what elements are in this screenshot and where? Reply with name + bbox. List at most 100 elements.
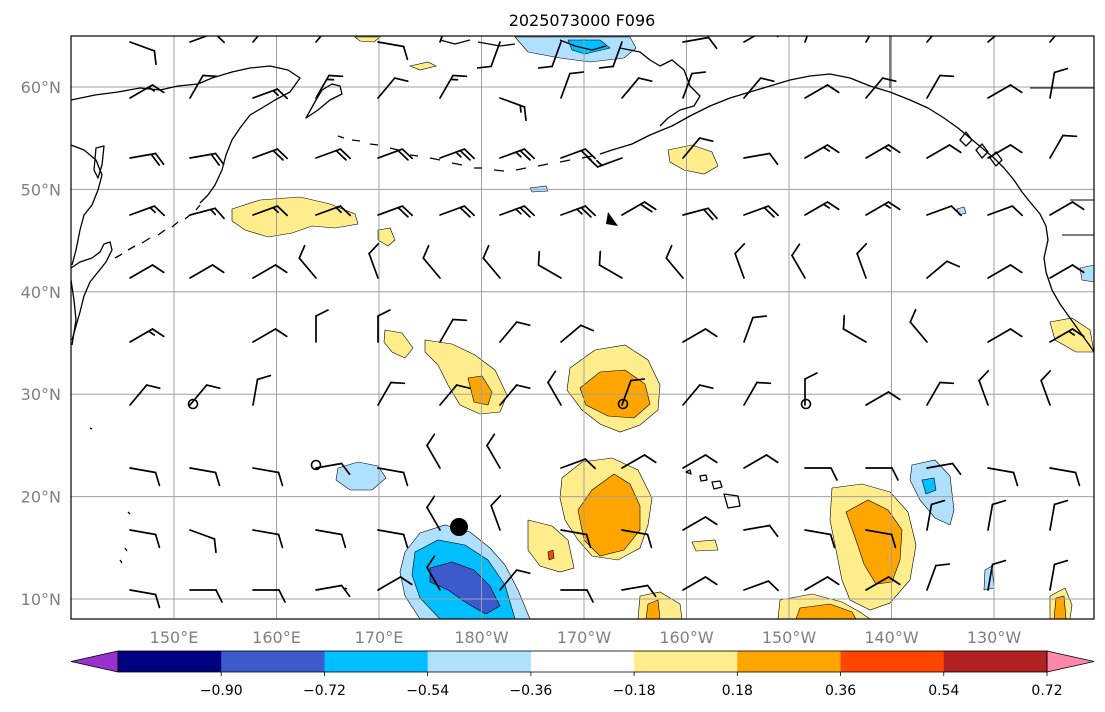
wind-barb [377,529,409,549]
lon-label: 170°W [557,628,612,647]
positive-anomaly-core [577,473,641,557]
wind-barb [926,260,961,279]
wind-barb [189,529,217,554]
positive-anomaly-core [795,603,857,619]
coastline-sakhalin [93,145,105,179]
colorbar-segment [118,651,222,672]
wind-barb [598,250,623,279]
wind-barb [1049,467,1081,487]
positive-anomaly-region [527,519,575,573]
wind-barb [909,308,928,343]
wind-barb [560,529,592,549]
wind-barb [486,433,501,469]
wind-barb [315,309,329,343]
colorbar-tick-label: −0.90 [200,683,243,699]
wind-barb [621,454,657,469]
wind-barb [978,369,990,406]
lat-label: 10°N [21,590,61,609]
colorbar-tick-label: 0.72 [1031,683,1062,699]
wind-barb [586,156,623,168]
wind-barb [926,205,963,217]
wind-barb [129,589,161,609]
wind-barb [298,244,317,279]
wind-barb [189,74,218,99]
colorbar-tick-label: 0.18 [722,683,753,699]
wind-barb [499,148,536,161]
wind-barb [439,384,471,406]
wind-barb [315,529,347,549]
wind-barb [129,41,157,66]
wind-barb [865,391,901,406]
colorbar-segment [530,651,635,672]
coastline-bristol-bay [619,47,701,127]
wind-barb [621,201,657,216]
wind-barb [804,36,815,43]
colorbar-segment [840,651,945,672]
wind-barb [926,74,955,99]
wind-barb [682,384,714,406]
wind-barb [189,384,221,406]
wind-barb [482,244,501,279]
coastline-kurils [114,204,201,259]
map-title: 2025073000 F096 [509,11,656,30]
wind-barb [129,264,165,279]
wind-barb [987,144,1023,159]
wind-barb [499,384,531,406]
wind-barb [743,381,772,406]
wind-barb [537,250,562,279]
wind-barb [129,328,165,343]
wind-barb [315,36,334,43]
wind-barb [804,467,838,481]
wind-barb [1049,201,1085,216]
positive-anomaly-core [467,375,493,406]
wind-barb [129,205,166,217]
wind-barb [804,372,818,406]
wind-barb [743,77,775,99]
wind-barb [804,529,836,549]
lat-label: 20°N [21,488,61,507]
wind-barb [682,36,718,50]
positive-anomaly-region [691,539,719,552]
wind-barb [987,328,1023,343]
wind-barb [865,36,880,43]
coastline-hawaii [685,469,741,509]
coastline-bering-north [559,39,607,51]
wind-barb [426,495,441,531]
colorbar-under-triangle [70,650,119,673]
wind-barb [547,370,562,406]
positive-anomaly-core [1053,595,1067,619]
wind-barb [252,36,271,43]
wind-barb [377,309,391,343]
wind-barb [560,324,595,343]
wind-barb [682,137,714,159]
wind-barb [865,576,901,591]
positive-anomaly-region [231,196,359,238]
colorbar-tick-label: −0.18 [613,683,656,699]
wind-barb [377,41,409,61]
wind-barb [865,529,897,549]
wind-barb [743,580,780,592]
negative-anomaly-region [1079,264,1094,283]
wind-barb [315,148,352,161]
positive-anomaly-region [383,329,414,359]
colorbar-tick-label: 0.36 [825,683,856,699]
wind-barb [682,454,718,469]
negative-anomaly-core [921,477,937,495]
wind-barb [252,328,288,343]
wind-barb [987,499,1007,531]
lat-label: 40°N [21,283,61,302]
wind-barb [252,467,284,487]
wind-barb [439,318,468,343]
wind-barb [1049,67,1069,99]
lon-label: 160°E [252,628,301,647]
wind-barb [743,36,779,43]
wind-barb [804,84,840,99]
wind-barb [377,576,413,591]
wind-barb [377,205,414,218]
wind-barb [252,589,286,603]
wind-barb [987,36,1009,43]
wind-barb [499,205,536,218]
wind-barb [560,205,597,218]
wind-barb [734,242,746,279]
